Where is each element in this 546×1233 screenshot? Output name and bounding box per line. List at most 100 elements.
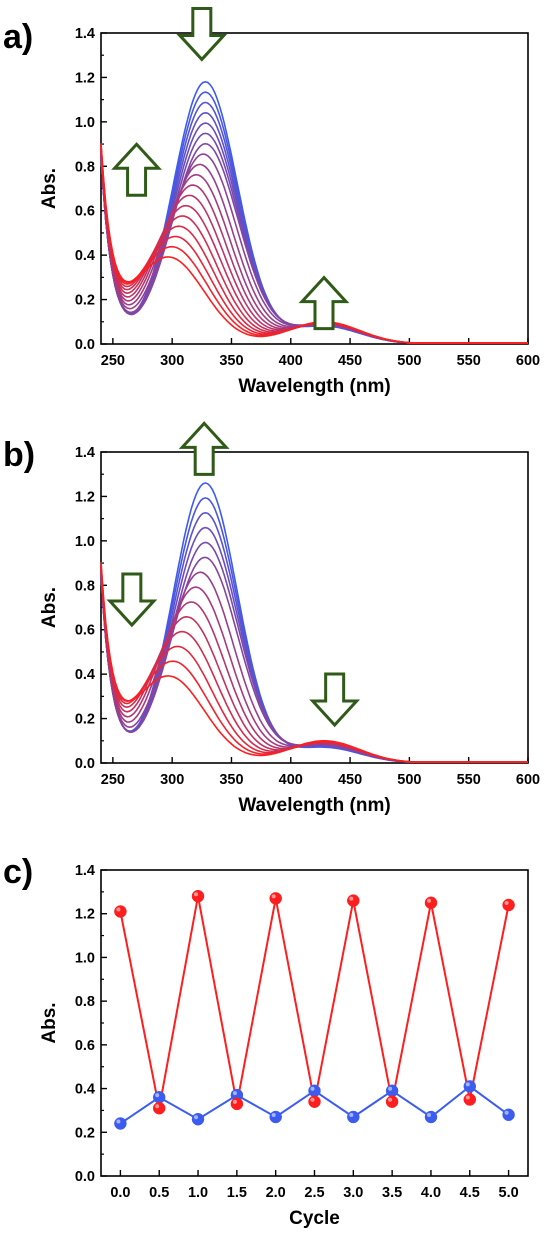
data-point-highlight: [427, 1113, 431, 1117]
y-tick-label: 0.6: [75, 204, 95, 220]
spectrum-line: [100, 556, 528, 763]
x-tick-label: 350: [219, 772, 243, 788]
data-point-highlight: [310, 1097, 315, 1102]
data-point: [347, 1110, 360, 1124]
x-tick-label: 250: [101, 353, 125, 369]
data-point: [502, 1108, 515, 1122]
y-tick-label: 0.4: [75, 667, 95, 683]
x-tick-label: 4.5: [460, 1185, 480, 1201]
data-point-highlight: [116, 907, 121, 912]
x-tick-label: 350: [219, 353, 243, 369]
y-tick-label: 0.2: [75, 1125, 95, 1141]
data-point-highlight: [194, 1115, 198, 1120]
y-tick-label: 1.2: [75, 907, 95, 923]
down-arrow-icon: [309, 672, 361, 728]
up-arrow-icon: [178, 421, 230, 476]
x-tick-label: 600: [516, 772, 540, 788]
y-tick-label: 1.0: [75, 950, 95, 966]
y-tick-label: 0.0: [75, 756, 95, 772]
y-tick-label: 1.2: [75, 70, 95, 86]
y-tick-label: 0.0: [75, 1169, 95, 1185]
data-point-highlight: [310, 1086, 315, 1091]
x-tick-label: 2.5: [304, 1185, 324, 1201]
data-point-highlight: [388, 1097, 393, 1102]
x-tick-label: 600: [516, 353, 540, 369]
y-tick-label: 1.0: [75, 115, 95, 131]
x-tick-label: 3.0: [343, 1185, 363, 1201]
spectrum-line: [100, 569, 528, 763]
x-tick-label: 2.0: [266, 1185, 286, 1201]
data-point: [230, 1097, 244, 1111]
up-arrow-icon: [111, 142, 162, 197]
data-point-highlight: [271, 1113, 276, 1117]
x-tick-label: 550: [457, 353, 481, 369]
data-point-highlight: [504, 901, 509, 905]
x-axis-title: Wavelength (nm): [238, 376, 390, 397]
data-point: [191, 889, 205, 903]
plot-frame: [100, 451, 529, 764]
data-point-highlight: [155, 1104, 160, 1109]
y-axis-title: Abs.: [39, 168, 60, 209]
spectrum-line: [100, 572, 528, 763]
data-point: [269, 1110, 282, 1124]
panel-c-label: c): [3, 853, 33, 891]
x-tick-label: 4.0: [421, 1185, 441, 1201]
down-arrow-icon: [106, 572, 158, 628]
data-point-highlight: [232, 1099, 237, 1104]
y-tick-label: 1.4: [75, 445, 95, 461]
x-tick-label: 0.5: [149, 1185, 169, 1201]
x-tick-label: 450: [338, 353, 362, 369]
data-point: [385, 1095, 399, 1108]
chart-b-absorption-spectra: 0.0 0.2 0.4 0.6 0.8 1.0 1.2 1.4 250 300 350 400 450 5…: [39, 421, 540, 816]
y-tick-label: 0.4: [75, 248, 95, 264]
data-point: [308, 1084, 321, 1098]
x-tick-label: 400: [279, 353, 303, 369]
y-tick-label: 0.4: [75, 1082, 95, 1098]
y-tick-label: 0.6: [75, 623, 95, 639]
data-point: [502, 898, 515, 912]
y-tick-label: 0.8: [75, 994, 95, 1010]
x-tick-label: 300: [160, 772, 184, 788]
spectrum-line: [100, 563, 528, 763]
x-tick-label: 400: [279, 772, 303, 788]
x-tick-label: 1.0: [188, 1185, 208, 1201]
data-point: [114, 1117, 127, 1130]
x-tick-label: 1.5: [227, 1185, 247, 1201]
x-tick-label: 500: [397, 353, 421, 369]
plot-frame: [100, 32, 529, 345]
data-point: [152, 1091, 166, 1104]
x-tick-label: 3.5: [382, 1185, 402, 1201]
data-point-highlight: [465, 1095, 470, 1100]
x-tick-label: 450: [338, 772, 362, 788]
data-point-highlight: [116, 1119, 121, 1124]
y-tick-label: 1.4: [75, 26, 95, 42]
y-tick-label: 1.0: [75, 534, 95, 550]
x-tick-label: 5.0: [499, 1185, 519, 1201]
data-point: [424, 1110, 438, 1124]
spectrum-line: [100, 562, 528, 763]
y-tick-label: 0.8: [75, 578, 95, 594]
y-tick-label: 0.2: [75, 712, 95, 728]
chart-c-cycle-plot: 0.0 0.2 0.4 0.6 0.8 1.0 1.2 1.4 0.0 0.5 1.0 1.5 2.0 2…: [39, 863, 529, 1229]
spectrum-line: [100, 482, 528, 763]
x-tick-label: 550: [457, 772, 481, 788]
up-arrow-icon: [298, 275, 350, 331]
y-axis-title: Abs.: [39, 1002, 60, 1043]
data-point: [191, 1112, 205, 1126]
data-point-highlight: [388, 1086, 393, 1091]
down-arrow-icon: [176, 6, 228, 62]
y-tick-label: 1.2: [75, 489, 95, 505]
data-point-highlight: [427, 898, 431, 903]
y-tick-label: 1.4: [75, 863, 95, 879]
y-tick-label: 0.6: [75, 1038, 95, 1054]
data-point-highlight: [349, 1113, 354, 1117]
data-point: [269, 892, 282, 905]
spectrum-line: [100, 571, 528, 763]
x-axis-title: Wavelength (nm): [238, 795, 390, 816]
y-tick-label: 0.8: [75, 159, 95, 175]
y-tick-label: 0.2: [75, 293, 95, 309]
series-line: [119, 896, 510, 1109]
plot-frame: [100, 869, 529, 1177]
x-tick-label: 500: [397, 772, 421, 788]
